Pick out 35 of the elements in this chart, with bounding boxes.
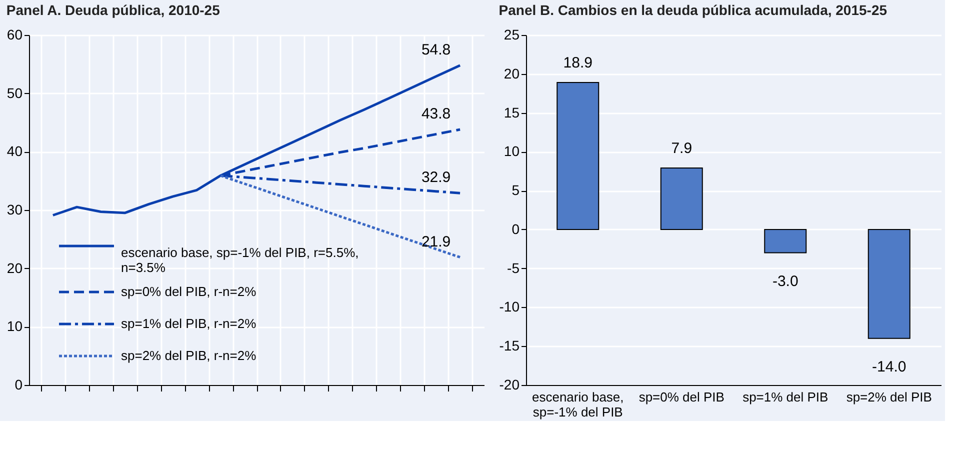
y-tick-label: 60 (6, 26, 23, 42)
x-tick-label: sp=2% del PIB (846, 390, 932, 404)
y-tick-label: 20 (6, 260, 23, 276)
y-tick-label: -20 (499, 376, 520, 392)
y-tick-label: 15 (504, 104, 520, 120)
y-tick-label: 10 (6, 318, 23, 334)
data-label: 32.9 (421, 169, 451, 186)
y-tick-label: 50 (6, 84, 23, 101)
chart-title: Panel B. Cambios en la deuda pública acumulada, 2015-25 (498, 2, 888, 18)
y-tick-label: -5 (507, 260, 520, 276)
y-tick-label: 25 (504, 26, 520, 42)
y-tick-label: 5 (512, 182, 520, 198)
data-label: 43.8 (421, 106, 451, 122)
y-tick-label: 0 (14, 376, 23, 392)
data-label: -14.0 (872, 358, 906, 376)
y-tick-label: 10 (504, 143, 520, 160)
x-tick-label: sp=0% del PIB (638, 390, 724, 404)
data-label: -3.0 (772, 272, 798, 290)
legend-label: sp=1% del PIB, r-n=2% (121, 316, 257, 331)
x-tick-label: sp=1% del PIB (742, 390, 828, 404)
x-tick-label: escenario base, sp=-1% del PIB (532, 390, 624, 420)
legend-label: sp=0% del PIB, r-n=2% (121, 284, 257, 299)
y-tick-label: 30 (6, 202, 23, 218)
y-tick-label: 40 (6, 143, 23, 160)
y-tick-label: 20 (504, 65, 520, 82)
data-label: 7.9 (671, 140, 692, 157)
legend-label: escenario base, sp=-1% del PIB, r=5.5%, n=3.5% (121, 245, 359, 275)
data-label: 21.9 (421, 233, 451, 250)
y-tick-label: 0 (512, 220, 520, 237)
data-label: 18.9 (563, 54, 592, 72)
data-label: 54.8 (421, 41, 451, 58)
legend-label: sp=2% del PIB, r-n=2% (121, 348, 257, 363)
y-tick-label: -10 (499, 298, 520, 315)
chart-title: Panel A. Deuda pública, 2010-25 (6, 2, 220, 18)
y-tick-label: -15 (499, 338, 520, 354)
